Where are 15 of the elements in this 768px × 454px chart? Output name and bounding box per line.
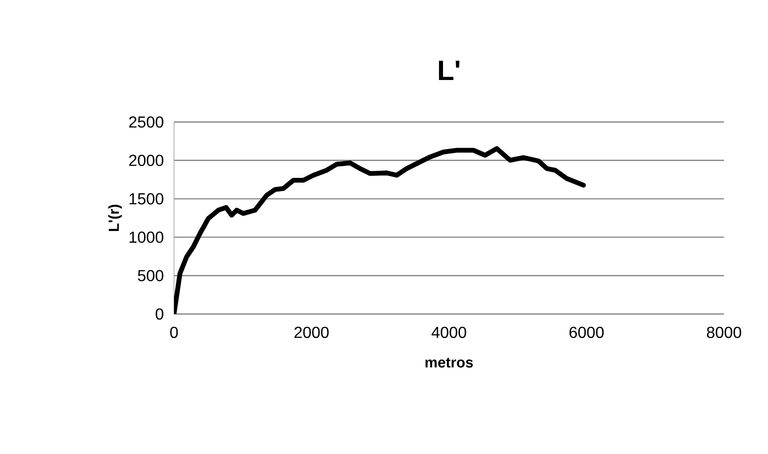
y-tick-label: 2000 [129, 154, 164, 166]
y-tick-label: 0 [156, 308, 164, 320]
x-tick-label: 2000 [294, 326, 329, 338]
x-tick-label: 8000 [706, 326, 742, 338]
y-tick-label: 1500 [130, 193, 164, 204]
x-tick-label: 6000 [570, 326, 604, 338]
x-tick-label: 0 [170, 326, 178, 338]
y-tick-label: 500 [138, 270, 164, 282]
line-series [174, 146, 586, 314]
x-axis-title: metros [426, 358, 473, 368]
x-tick-label: 4000 [432, 326, 466, 338]
y-tick-label: 1000 [130, 232, 164, 243]
y-tick-label: 2500 [129, 116, 164, 128]
y-axis-title: L'(r) [108, 204, 122, 231]
chart-title: L' [439, 60, 460, 80]
